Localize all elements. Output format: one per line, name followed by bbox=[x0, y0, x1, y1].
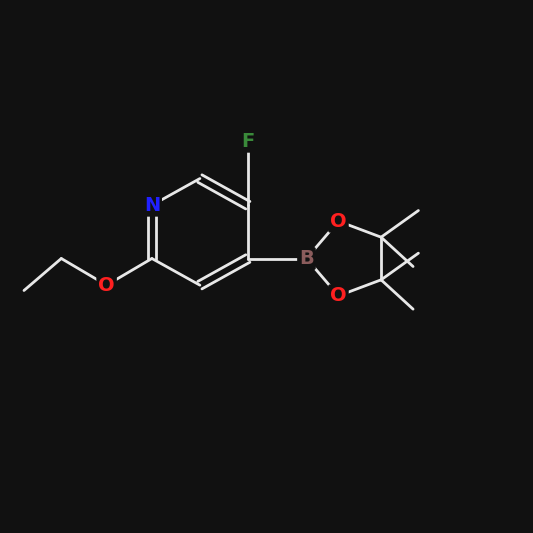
Text: N: N bbox=[144, 196, 160, 215]
Text: O: O bbox=[330, 286, 347, 305]
Text: O: O bbox=[98, 276, 115, 295]
Text: O: O bbox=[330, 212, 347, 231]
Text: B: B bbox=[299, 249, 314, 268]
Text: F: F bbox=[241, 132, 254, 151]
